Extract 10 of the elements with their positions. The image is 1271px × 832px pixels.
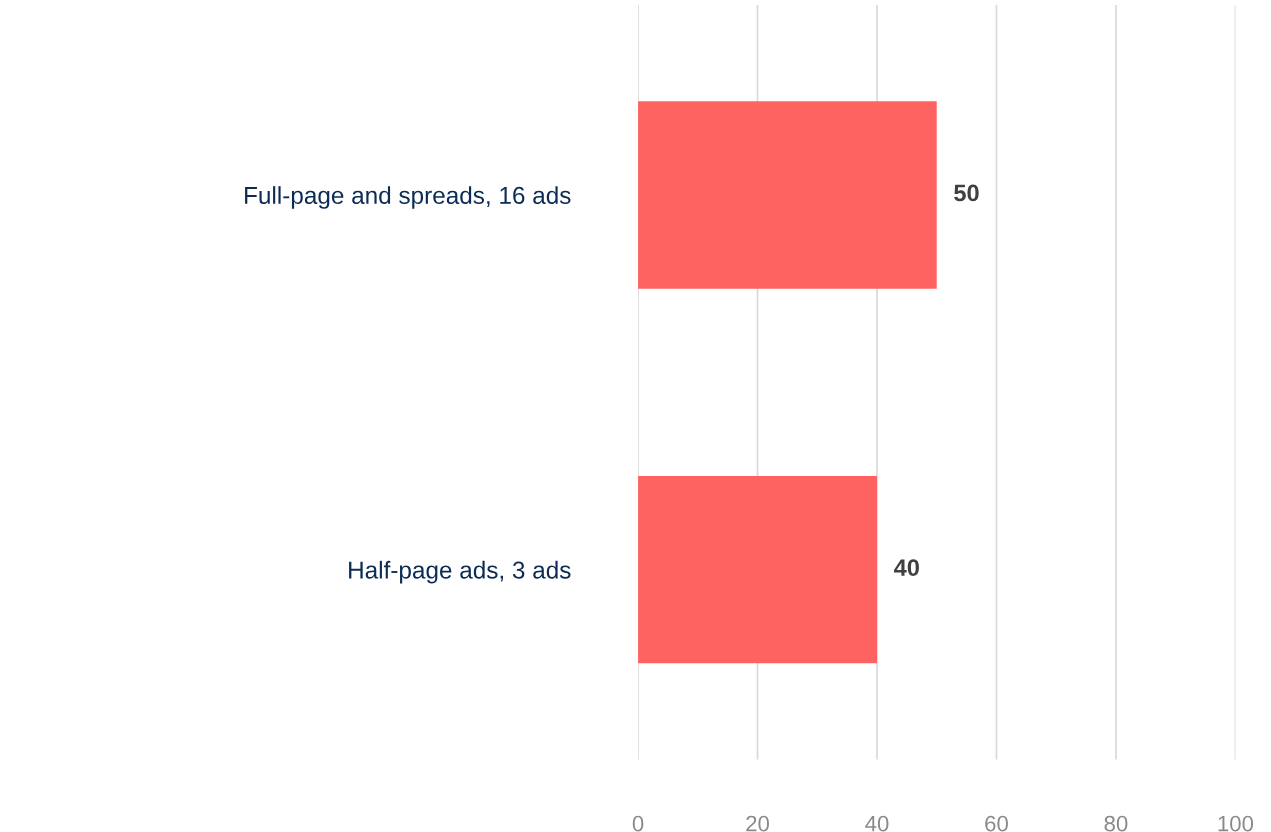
data-label: 50 [954,184,979,202]
data-label: 40 [894,559,919,576]
x-tick-label: 100 [1218,815,1254,832]
y-tick-label: Half-page ads, 3 ads [349,560,571,584]
x-tick-label: 60 [985,815,1008,832]
x-tick-label: 0 [632,815,644,832]
x-tick-label: 80 [1104,815,1128,832]
x-tick-label: 40 [865,815,889,832]
y-tick-label: Full-page and spreads, 16 ads [245,186,571,209]
x-tick-label: 20 [746,815,770,832]
